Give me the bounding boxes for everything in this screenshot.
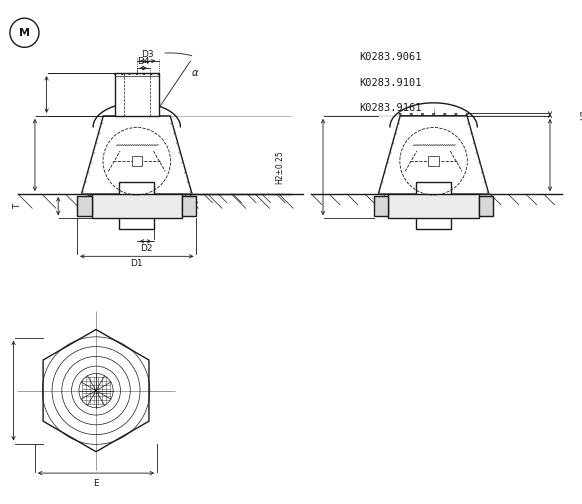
- Wedge shape: [151, 74, 152, 75]
- Text: D3: D3: [141, 49, 154, 58]
- Text: K0283.9061: K0283.9061: [359, 52, 421, 62]
- Text: α: α: [192, 68, 198, 78]
- Text: T: T: [13, 204, 22, 209]
- Text: D4: D4: [137, 56, 150, 66]
- Bar: [91, 194, 182, 218]
- Wedge shape: [432, 113, 435, 114]
- Bar: [428, 156, 439, 166]
- Text: H1: H1: [580, 109, 582, 120]
- Text: E: E: [93, 479, 99, 487]
- Wedge shape: [122, 74, 123, 75]
- Bar: [115, 73, 158, 116]
- Wedge shape: [114, 74, 116, 75]
- Polygon shape: [81, 116, 192, 194]
- Wedge shape: [129, 74, 130, 75]
- Wedge shape: [158, 74, 159, 75]
- Polygon shape: [378, 116, 489, 194]
- Bar: [132, 156, 142, 166]
- Wedge shape: [443, 113, 446, 114]
- Wedge shape: [466, 113, 469, 114]
- Wedge shape: [143, 74, 145, 75]
- Bar: [374, 196, 389, 216]
- Wedge shape: [399, 113, 402, 114]
- Text: D2: D2: [140, 244, 152, 253]
- Wedge shape: [410, 113, 413, 114]
- Bar: [389, 194, 479, 218]
- Wedge shape: [136, 74, 137, 75]
- Wedge shape: [455, 113, 457, 114]
- Bar: [119, 182, 154, 229]
- Text: M: M: [19, 28, 30, 38]
- Text: K0283.9161: K0283.9161: [359, 103, 421, 113]
- Text: D1: D1: [130, 259, 143, 268]
- Wedge shape: [421, 113, 424, 114]
- Bar: [77, 196, 91, 216]
- Bar: [479, 196, 494, 216]
- Bar: [182, 196, 197, 216]
- Polygon shape: [43, 330, 149, 452]
- Text: K0283.9101: K0283.9101: [359, 78, 421, 88]
- Bar: [416, 182, 451, 229]
- Text: H2±0.25: H2±0.25: [275, 150, 284, 184]
